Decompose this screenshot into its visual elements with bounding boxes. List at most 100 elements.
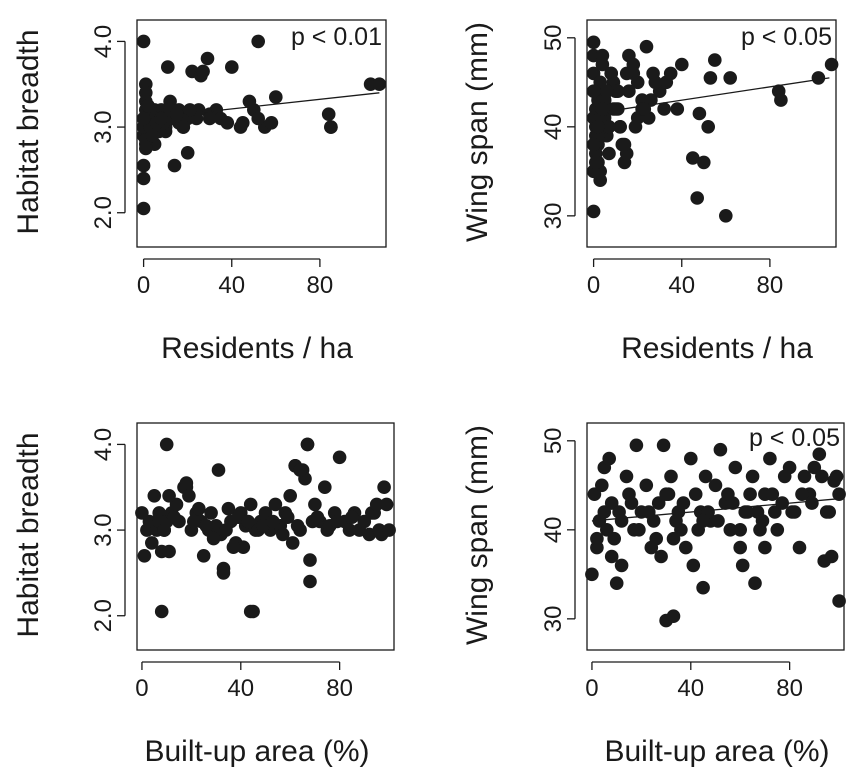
data-point [236,540,251,554]
data-point [264,116,279,130]
data-point [614,558,629,573]
data-point [768,505,782,519]
data-point [600,84,614,98]
data-point [613,120,627,134]
y-tick-label: 4.0 [90,428,117,461]
data-point [162,544,176,559]
panel-top-left: Residents / ha Habitat breadth p < 0.01 … [12,19,387,365]
data-point [785,505,799,519]
data-point [607,531,621,546]
data-point [276,527,290,542]
y-tick-label: 30 [540,202,567,229]
data-point [196,549,211,563]
data-point [269,90,283,104]
data-point [157,523,171,537]
x-tick-label: 0 [137,272,150,299]
data-point [243,604,258,619]
y-tick-label: 2.0 [90,599,117,632]
data-point [200,51,215,66]
data-point [154,604,169,619]
data-point [225,60,239,74]
data-point [216,566,231,580]
x-tick-label: 0 [135,675,148,702]
data-point [167,158,182,173]
data-point [308,497,322,512]
data-point [745,469,760,484]
data-point [382,523,396,537]
y-tick-label: 2.0 [90,196,117,229]
x-tick-label: 0 [585,675,598,702]
data-point [187,514,201,529]
y-axis-label: Habitat breadth [12,29,45,234]
data-point [293,463,307,477]
plot-frame [136,19,387,248]
data-point [726,496,740,510]
data-point [688,487,703,502]
data-point [651,496,666,510]
data-point [145,536,159,550]
p-value-annotation: p < 0.05 [741,23,832,51]
data-point [324,120,338,134]
data-point [733,523,747,537]
data-point [639,39,654,54]
y-tick-label: 50 [540,427,567,454]
data-point [698,469,713,484]
data-point [162,489,176,503]
y-axis-label: Wing span (mm) [461,22,494,242]
data-point [145,128,160,143]
data-point [637,102,652,116]
x-tick-label: 80 [757,272,784,299]
data-point [829,469,844,484]
data-point [763,451,777,466]
data-point [619,66,634,81]
data-point [604,549,619,564]
x-tick-label: 40 [668,272,695,299]
data-point [595,478,609,493]
x-tick-label: 80 [776,675,803,702]
x-tick-label: 0 [587,272,600,299]
p-value-annotation: p < 0.01 [291,23,382,51]
data-point [713,442,728,457]
data-point [221,501,236,516]
data-point [696,514,710,528]
regression-line [143,92,380,120]
data-point [585,567,599,582]
data-point [708,478,723,493]
data-point [199,519,213,533]
data-point [629,438,644,453]
data-point [805,496,819,510]
x-axis-label: Residents / ha [621,332,813,365]
data-point [590,531,604,546]
panel-top-right: Residents / ha Wing span (mm) p < 0.05 0… [461,19,839,365]
data-point [303,574,317,589]
plot-frame [136,422,395,651]
y-tick-label: 3.0 [90,110,117,143]
data-point [183,103,197,117]
data-point [586,137,601,152]
data-point [595,102,610,116]
data-point [728,460,743,475]
data-point [586,84,601,98]
data-point [795,487,809,502]
y-tick-label: 30 [540,605,567,632]
data-point [266,514,280,529]
data-point [654,549,668,564]
data-point [604,496,619,510]
data-point [345,510,359,524]
data-point [332,450,347,465]
data-point [701,120,715,134]
data-point [604,66,618,81]
data-point [587,487,602,502]
data-point [656,438,671,453]
x-tick-label: 40 [227,675,254,702]
data-point [740,505,755,519]
data-point [628,120,643,134]
x-axis-label: Built-up area (%) [144,735,369,768]
data-point [283,489,298,503]
data-point [310,510,325,524]
data-point [684,451,698,466]
data-point [666,531,681,546]
p-value-annotation: p < 0.05 [749,424,840,452]
data-point [268,497,283,512]
data-point [807,460,822,475]
